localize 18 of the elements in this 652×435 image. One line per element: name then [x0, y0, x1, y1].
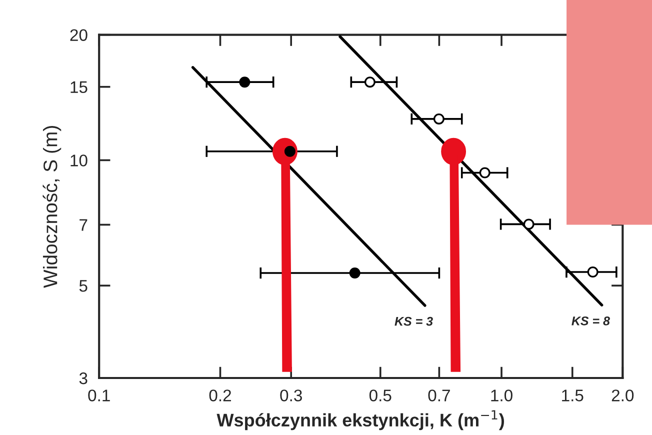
- annotation: KS = 3: [394, 316, 433, 326]
- x-tick-label: 2.0: [612, 390, 634, 402]
- annotation: KS = 8: [572, 316, 610, 326]
- y-tick-label: 7: [80, 219, 88, 231]
- y-tick-label: 3: [79, 372, 88, 384]
- x-tick-label: 0.3: [280, 390, 302, 402]
- y-tick-label: 10: [70, 154, 88, 166]
- y-tick-label: 20: [70, 29, 88, 42]
- y-tick-label: 15: [70, 81, 88, 94]
- x-tick-label: 0.1: [88, 390, 110, 402]
- x-tick-label: 0.2: [209, 390, 231, 402]
- x-axis-title: Współczynnik ekstynkcji, K (m$^{−1}$): [216, 410, 504, 430]
- y-axis-title: Widoczność, S (m): [42, 126, 62, 288]
- x-tick-label: 0.5: [369, 390, 392, 402]
- y-tick-label: 5: [79, 280, 88, 292]
- x-tick-label: 1.5: [562, 390, 584, 402]
- x-tick-label: 1.0: [491, 390, 512, 402]
- x-tick-label: 0.7: [428, 390, 450, 402]
